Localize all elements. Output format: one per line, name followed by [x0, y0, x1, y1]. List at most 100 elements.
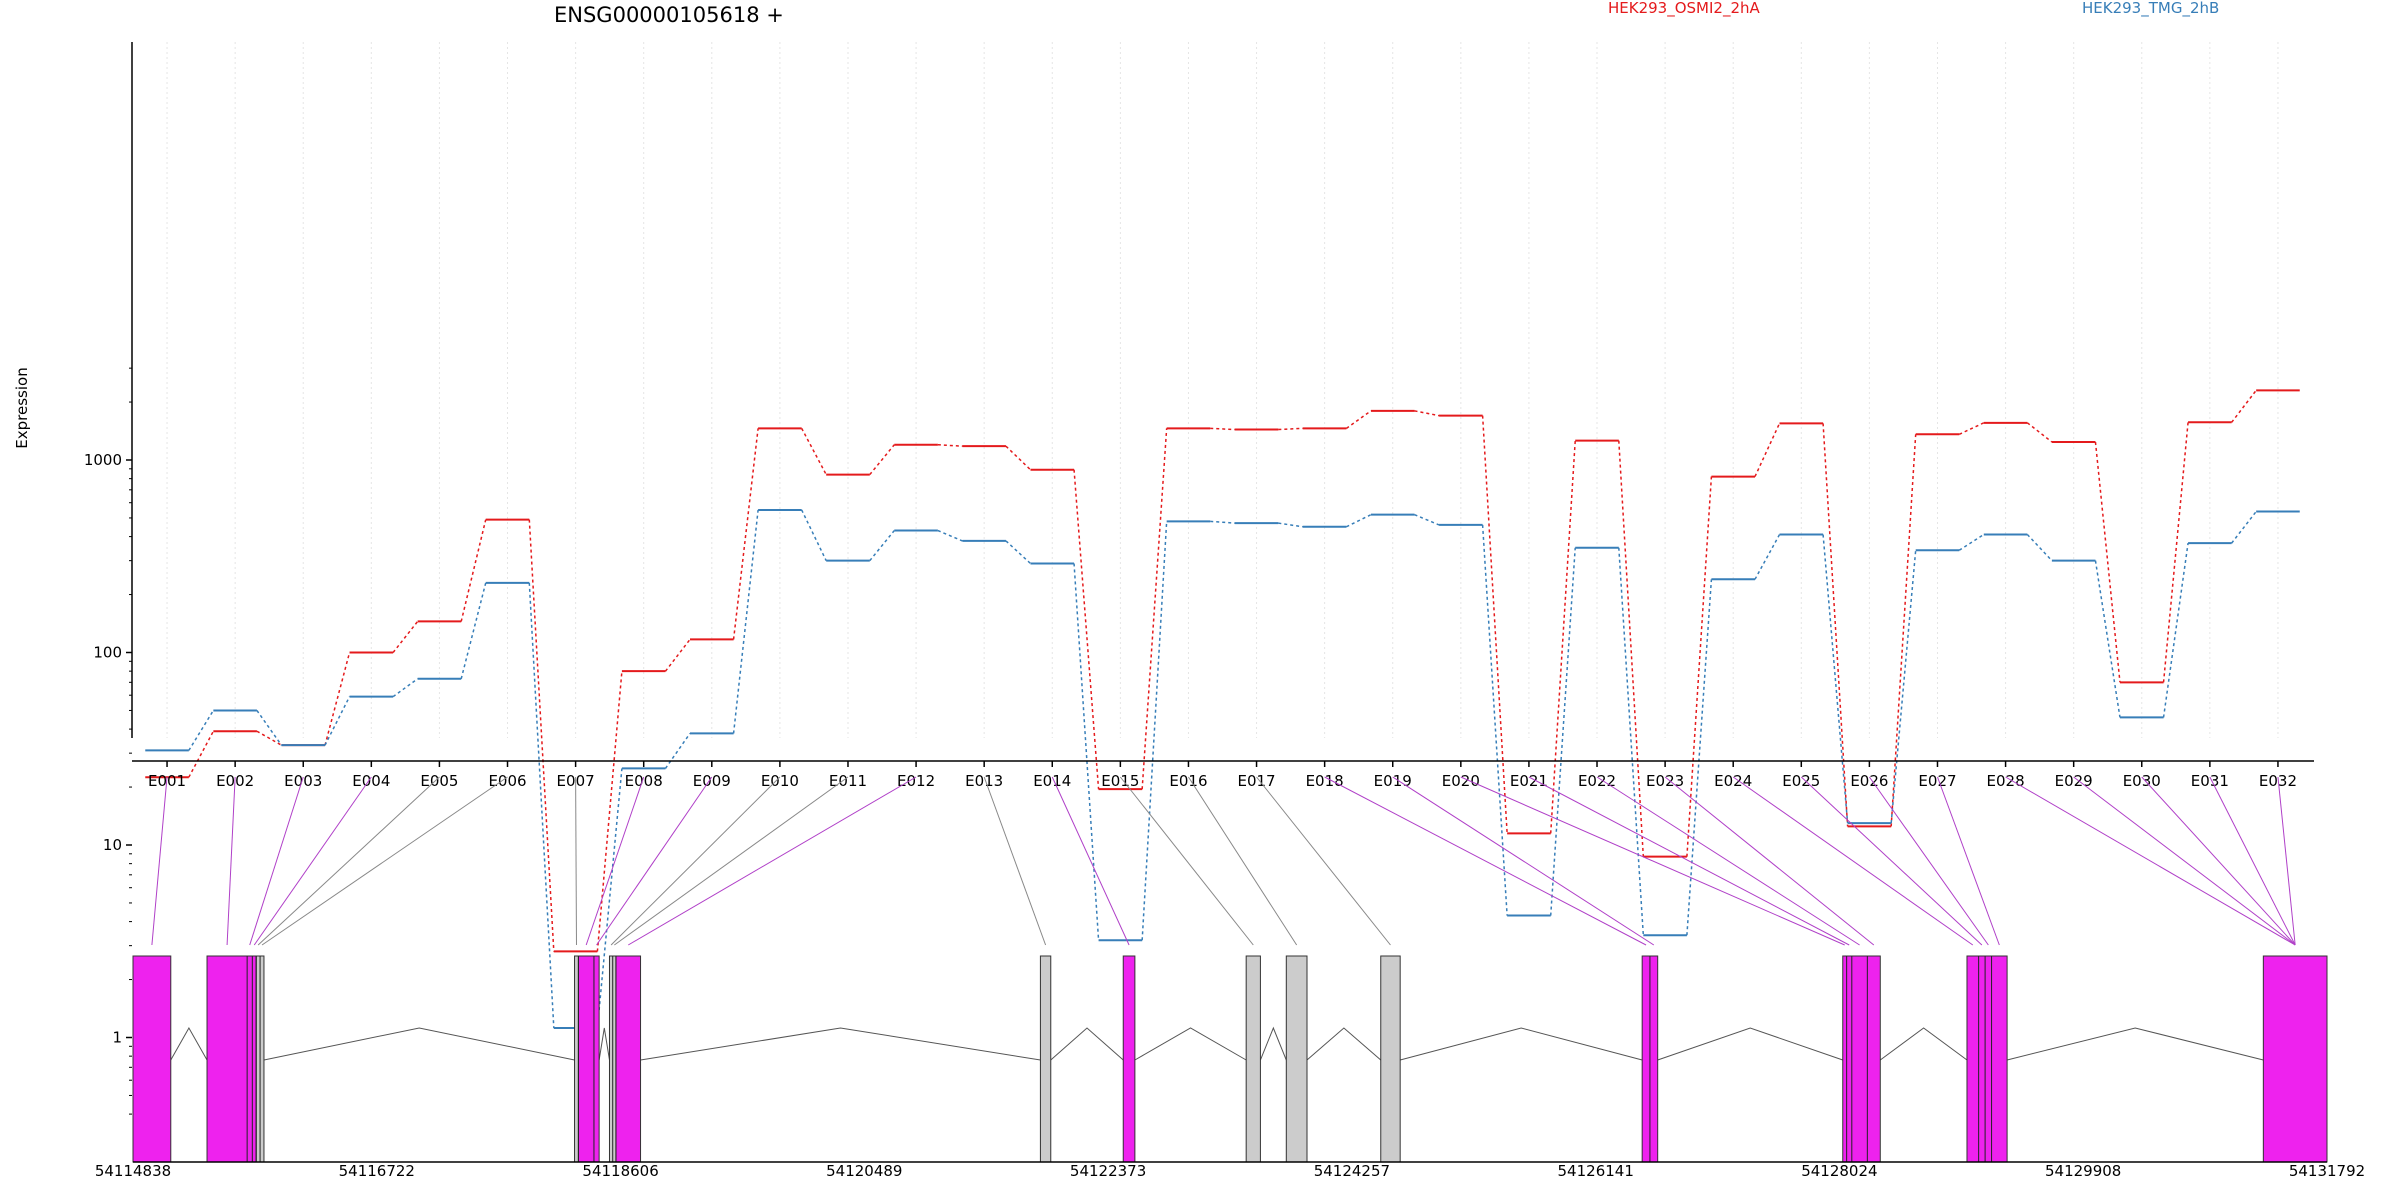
x-tick-label-e018: E018	[1306, 772, 1344, 790]
connector-e001	[151, 776, 168, 946]
transition-segment	[2094, 441, 2121, 683]
series-osmi2	[145, 389, 2300, 953]
x-tick-label-e022: E022	[1578, 772, 1616, 790]
x-tick-label-e013: E013	[965, 772, 1003, 790]
connector-e032	[2277, 776, 2296, 946]
coordinate-label: 54114838	[95, 1162, 171, 1180]
x-tick-label-e026: E026	[1850, 772, 1888, 790]
transition-segment	[1073, 563, 1100, 941]
x-tick-label-e031: E031	[2191, 772, 2229, 790]
connector-e009	[596, 776, 713, 946]
x-tick-label-e003: E003	[284, 772, 322, 790]
exon-block	[1842, 955, 1881, 1163]
transition-segment	[2231, 389, 2257, 423]
exon-connectors	[151, 776, 2296, 946]
connector-e013	[983, 776, 1047, 946]
exon-block	[1245, 955, 1261, 1163]
coordinate-label: 54120489	[826, 1162, 902, 1180]
transition-segment	[1073, 469, 1100, 790]
intron	[1134, 1027, 1247, 1061]
transition-segment	[460, 582, 487, 679]
transition-segment	[2162, 422, 2189, 683]
connector-e008	[585, 776, 645, 946]
transition-segment	[869, 444, 895, 476]
transition-segment	[1549, 547, 1576, 916]
x-tick-label-e004: E004	[352, 772, 390, 790]
x-tick-label-e029: E029	[2055, 772, 2093, 790]
x-tick-label-e008: E008	[625, 772, 663, 790]
connector-e023	[1664, 776, 1875, 946]
x-tick-label-e019: E019	[1374, 772, 1412, 790]
exon-block	[2262, 955, 2328, 1163]
transition-segment	[596, 671, 623, 952]
x-axis: E001 E002 E003 E004 E005 E006 E007 E008 E009 E010…	[132, 760, 2314, 790]
connector-e007	[575, 776, 577, 946]
coordinate-label: 54128024	[1801, 1162, 1877, 1180]
exon-block	[1285, 955, 1308, 1163]
transition-segment	[937, 529, 963, 542]
chart-title: ENSG00000105618 +	[554, 3, 784, 27]
exon-block	[132, 955, 172, 1163]
intron	[640, 1027, 1041, 1061]
exon-block	[1380, 955, 1401, 1163]
connector-e017	[1256, 776, 1391, 946]
transition-segment	[1210, 520, 1235, 524]
x-tick-label-e014: E014	[1033, 772, 1071, 790]
coordinate-label: 54126141	[1558, 1162, 1634, 1180]
exon-block	[577, 955, 600, 1163]
connector-e021	[1528, 776, 1850, 946]
intron	[1879, 1027, 1968, 1061]
connector-e003	[249, 776, 304, 946]
connector-e024	[1732, 776, 1974, 946]
connector-e004	[253, 776, 372, 946]
x-tick-label-e025: E025	[1782, 772, 1820, 790]
gene-model	[132, 955, 2328, 1163]
x-tick-label-e016: E016	[1169, 772, 1207, 790]
intron	[1306, 1027, 1382, 1061]
transition-segment	[801, 509, 827, 561]
transition-segment	[1754, 534, 1781, 580]
transition-segment	[1481, 524, 1508, 916]
connector-e025	[1800, 776, 1983, 946]
coordinate-label: 54116722	[339, 1162, 415, 1180]
x-tick-label-e009: E009	[693, 772, 731, 790]
connector-e018	[1324, 776, 1647, 946]
transition-segment	[392, 620, 419, 653]
transition-segment	[1005, 540, 1031, 565]
exon-block	[574, 955, 579, 1163]
exon-block	[1122, 955, 1136, 1163]
intron	[598, 1027, 610, 1061]
connector-e005	[257, 776, 440, 946]
x-tick-label-e005: E005	[420, 772, 458, 790]
connector-e020	[1460, 776, 1845, 946]
genomic-coordinate-axis: 54114838 54116722 54118606 54120489 54122373…	[95, 1161, 2365, 1180]
exon-block	[1039, 955, 1052, 1163]
transition-segment	[1414, 410, 1440, 417]
transition-segment	[188, 730, 215, 778]
transition-segment	[256, 730, 282, 746]
transition-segment	[1481, 415, 1508, 834]
series-tmg	[145, 508, 2300, 1030]
intron	[1050, 1027, 1124, 1061]
x-tick-label-e023: E023	[1646, 772, 1684, 790]
x-tick-label-e011: E011	[829, 772, 867, 790]
x-tick-label-e012: E012	[897, 772, 935, 790]
transition-segment	[732, 428, 759, 640]
x-tick-label-e024: E024	[1714, 772, 1752, 790]
transition-segment	[1686, 476, 1713, 857]
intron	[1259, 1026, 1287, 1061]
transition-segment	[324, 652, 351, 746]
connector-e010	[610, 776, 781, 946]
intron	[170, 1026, 208, 1061]
x-tick-label-e020: E020	[1442, 772, 1480, 790]
y-axis: 1 10 100 1000	[84, 42, 133, 1115]
transition-segment	[1278, 427, 1303, 431]
transition-segment	[1958, 533, 1985, 551]
transition-segment	[1890, 550, 1917, 824]
transition-segment	[869, 530, 895, 562]
connector-e015	[1119, 776, 1254, 946]
x-tick-label-e028: E028	[1987, 772, 2025, 790]
y-tick-label: 1000	[84, 451, 122, 469]
connector-e006	[261, 776, 508, 946]
x-tick-label-e017: E017	[1237, 772, 1275, 790]
